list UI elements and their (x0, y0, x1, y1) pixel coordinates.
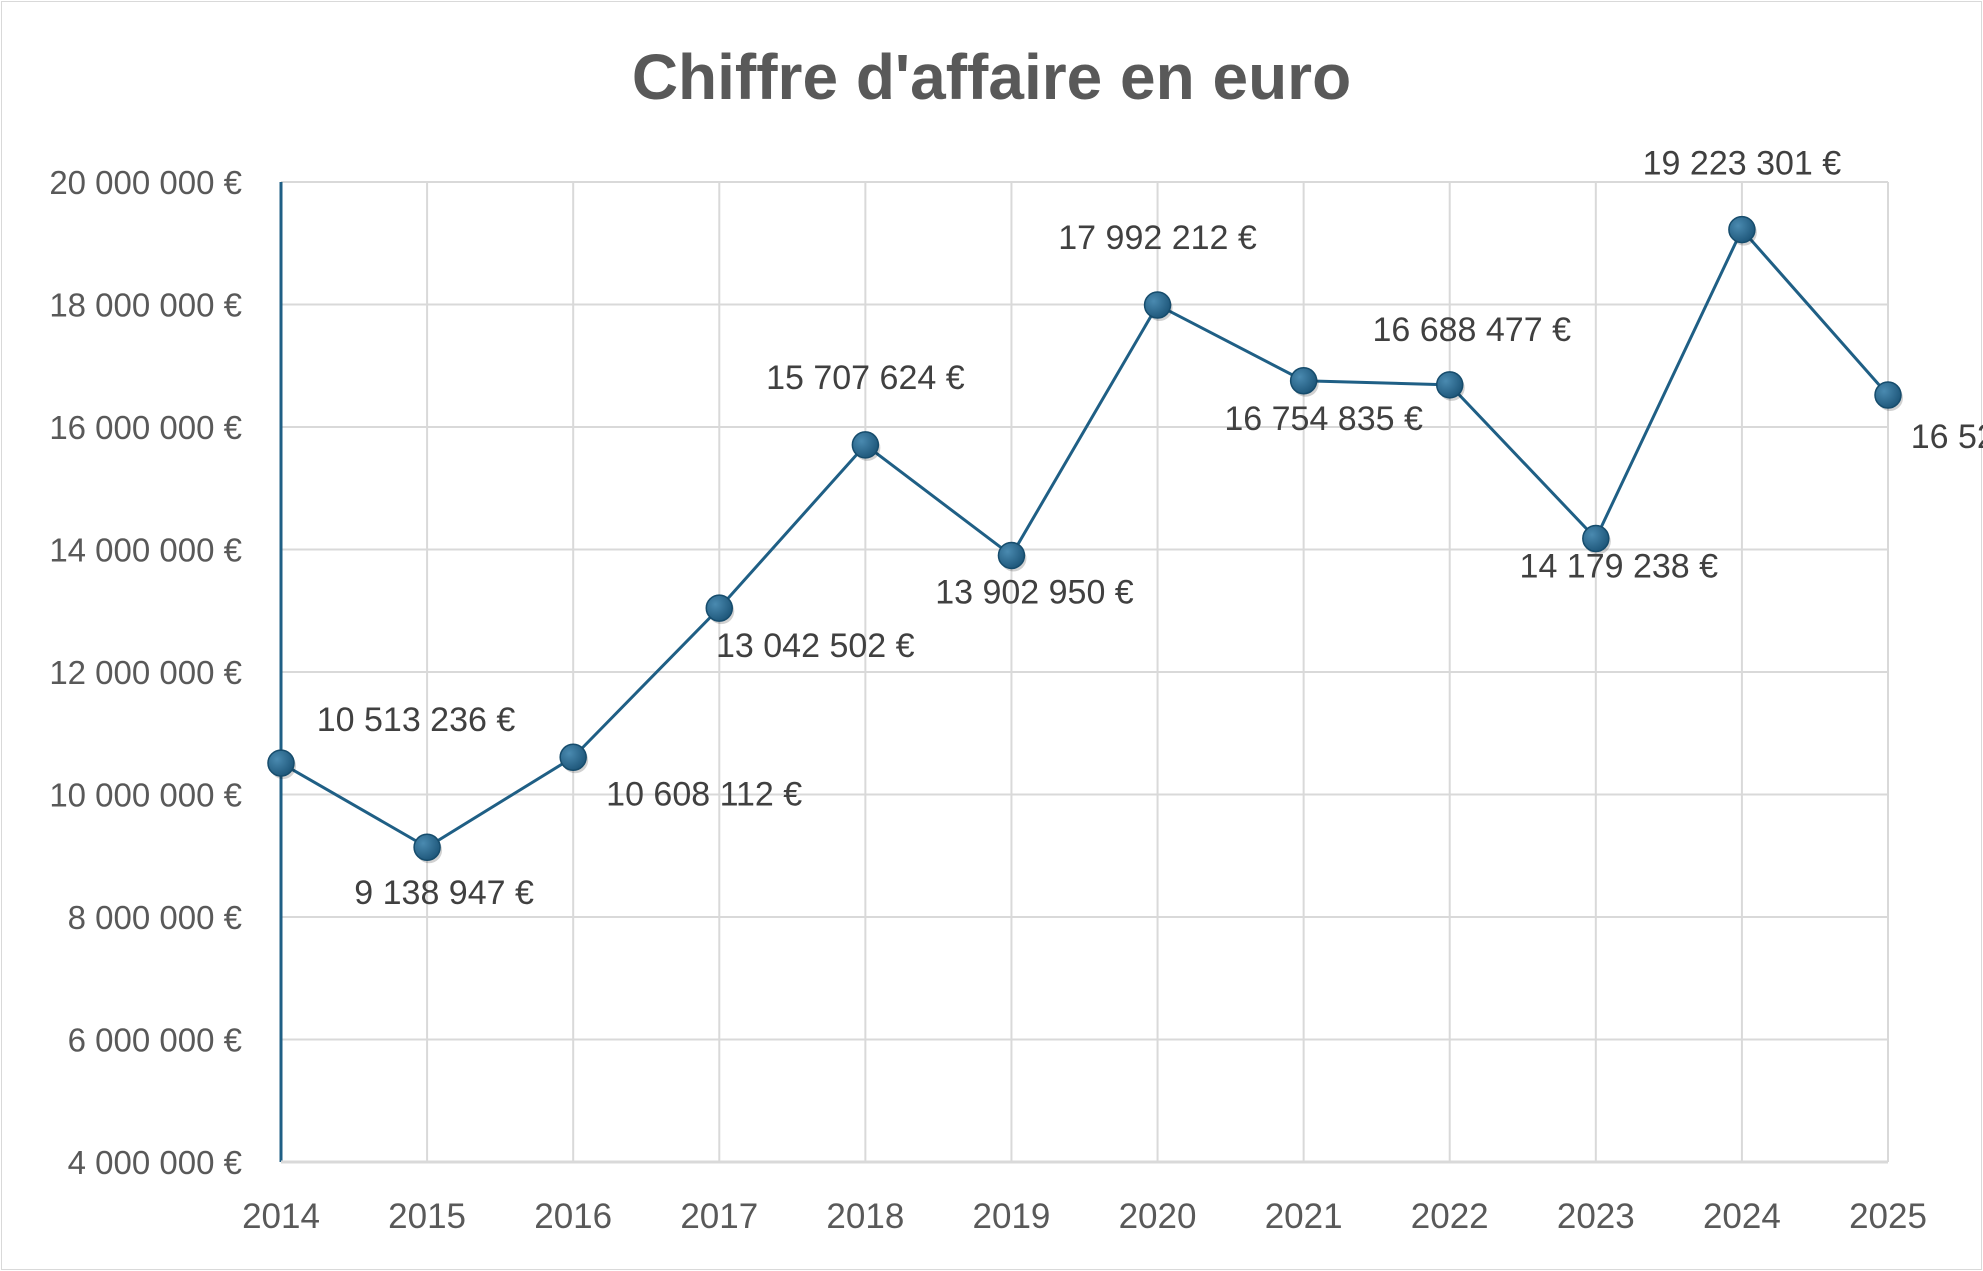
data-point-marker (1874, 381, 1902, 409)
y-tick-label: 8 000 000 € (68, 899, 242, 936)
data-label: 10 608 112 € (606, 775, 802, 813)
y-tick-label: 14 000 000 € (49, 532, 242, 569)
data-point-marker (267, 749, 295, 777)
data-labels: 10 513 236 € 9 138 947 € 10 608 112 € 13 04… (317, 145, 1983, 913)
y-tick-label: 10 000 000 € (49, 777, 242, 814)
data-label: 10 513 236 € (317, 701, 516, 739)
data-point-marker (1143, 291, 1172, 319)
y-tick-label: 18 000 000 € (49, 287, 242, 324)
y-tick-label: 6 000 000 € (68, 1022, 242, 1059)
x-tick-label: 2020 (1119, 1197, 1197, 1236)
x-tick-label: 2018 (826, 1197, 904, 1236)
data-label: 13 042 502 € (716, 627, 915, 665)
data-label: 13 902 950 € (935, 573, 1134, 611)
x-tick-label: 2015 (388, 1197, 466, 1236)
data-label: 15 707 624 € (766, 359, 965, 397)
x-axis-tick-labels: 2014 2015 2016 2017 2018 2019 2020 2021 2022 2023… (242, 1197, 1927, 1236)
series-line-path (280, 226, 1890, 849)
data-label: 16 754 835 € (1224, 400, 1423, 438)
x-tick-label: 2025 (1849, 1197, 1927, 1236)
x-tick-label: 2014 (242, 1197, 320, 1236)
data-point-marker (851, 431, 880, 459)
y-axis-tick-labels: 4 000 000 € 6 000 000 € 8 000 000 € 10 000 … (49, 164, 242, 1181)
data-point-marker (559, 743, 587, 772)
data-label: 16 522 601 € (1911, 418, 1983, 456)
data-point-marker (1728, 215, 1756, 244)
chart-title: Chiffre d'affaire en euro (631, 41, 1352, 113)
data-point-marker (1435, 371, 1464, 399)
data-label: 19 223 301 € (1643, 145, 1842, 183)
data-point-marker (997, 541, 1026, 570)
data-label: 14 179 238 € (1520, 548, 1719, 586)
x-tick-label: 2019 (973, 1197, 1051, 1236)
series-markers (267, 215, 1903, 864)
data-label: 9 138 947 € (354, 874, 534, 912)
data-point-marker (1582, 524, 1610, 553)
x-tick-label: 2022 (1411, 1197, 1489, 1236)
x-tick-label: 2017 (680, 1197, 758, 1236)
y-tick-label: 20 000 000 € (49, 164, 242, 201)
y-tick-label: 16 000 000 € (49, 409, 242, 446)
data-point-marker (705, 594, 734, 622)
y-tick-label: 12 000 000 € (49, 654, 242, 691)
y-tick-label: 4 000 000 € (68, 1144, 242, 1181)
x-tick-label: 2023 (1557, 1197, 1635, 1236)
grid-lines (281, 181, 1889, 1163)
x-tick-label: 2021 (1265, 1197, 1343, 1236)
data-label: 17 992 212 € (1058, 219, 1257, 257)
series-line (280, 226, 1890, 849)
data-point-marker (1289, 367, 1318, 395)
x-tick-label: 2024 (1703, 1197, 1781, 1236)
data-label: 16 688 477 € (1372, 311, 1571, 349)
axes (279, 182, 1888, 1164)
data-point-marker (413, 833, 441, 861)
x-tick-label: 2016 (534, 1197, 612, 1236)
